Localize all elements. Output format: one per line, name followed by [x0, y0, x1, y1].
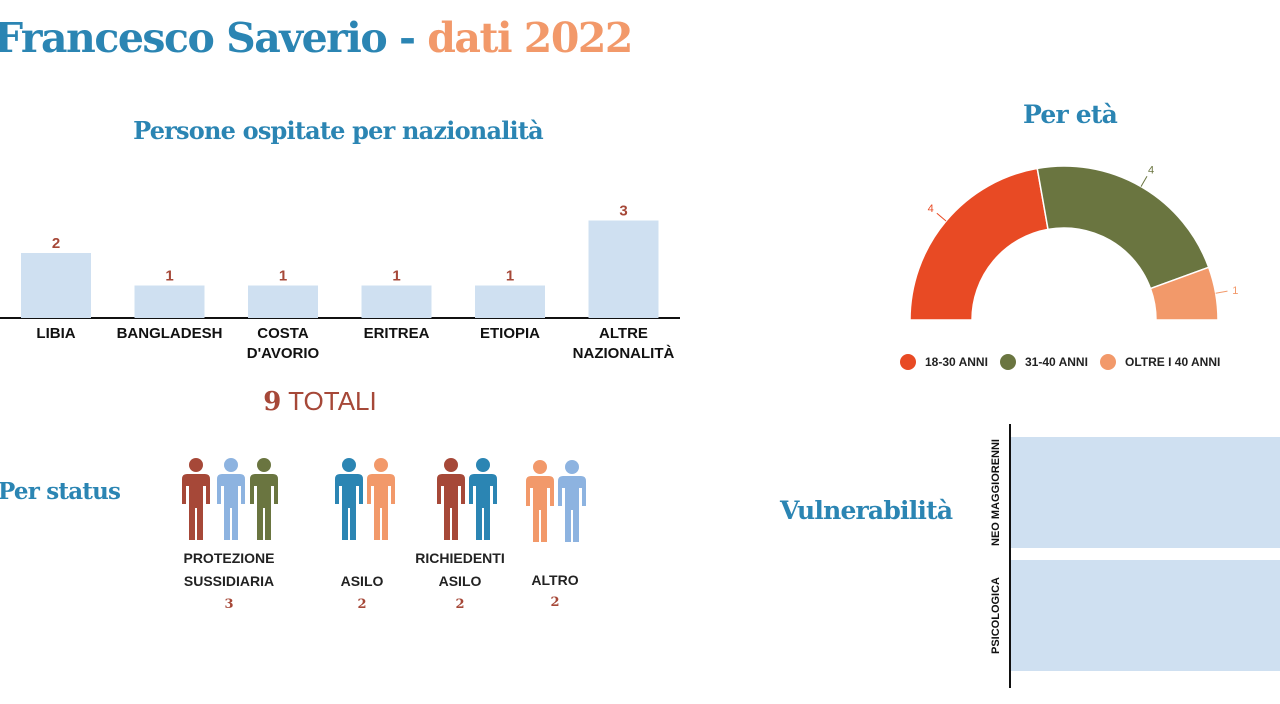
status-people-group [526, 460, 586, 542]
age-chart-title: Per età [1023, 100, 1118, 129]
age-value-label: 1 [1232, 285, 1238, 297]
legend-item: 18-30 ANNI [900, 354, 988, 370]
person-icon [250, 458, 278, 540]
person-icon [526, 460, 554, 542]
bar [134, 285, 205, 318]
age-value-label: 4 [1148, 164, 1154, 176]
nationality-bar-chart: 2 LIBIA 1 BANGLADESH 1 COSTA D'AVORIO 1 ERITREA 1… [0, 203, 680, 362]
bar [1011, 560, 1280, 671]
nationality-chart-title: Persone ospitate per nazionalità [133, 116, 544, 145]
category-label: ETIOPIA [480, 325, 540, 342]
category-label: ALTRE [599, 325, 648, 342]
category-label: PSICOLOGICA [990, 577, 1002, 654]
status-people-group [335, 458, 395, 540]
bar [1011, 437, 1280, 548]
status-value-richiedenti: 2 [455, 597, 465, 612]
age-slice [1149, 266, 1219, 321]
legend-item: OLTRE I 40 ANNI [1100, 354, 1220, 370]
category-label: LIBIA [36, 325, 75, 342]
category-label: NAZIONALITÀ [573, 345, 675, 362]
bar-value-label: 1 [279, 268, 287, 285]
person-icon [558, 460, 586, 542]
bar-value-label: 3 [619, 203, 627, 220]
person-icon [469, 458, 497, 540]
age-value-label: 4 [928, 203, 934, 215]
age-slice [909, 167, 1049, 321]
bar [588, 220, 659, 318]
status-people-group [182, 458, 278, 540]
totals-number: 9 [263, 387, 282, 417]
vulnerability-bar-chart: NEO MAGGIORENNI PSICOLOGICA [990, 424, 1280, 688]
bar-value-label: 2 [52, 235, 60, 252]
person-icon [182, 458, 210, 540]
status-label-richiedenti: RICHIEDENTI ASILO [415, 550, 505, 589]
bar [361, 285, 432, 318]
category-label: NEO MAGGIORENNI [990, 439, 1002, 546]
bar-value-label: 1 [506, 268, 514, 285]
status-people-group [437, 458, 497, 540]
category-label: D'AVORIO [247, 345, 320, 362]
status-label-altro: ALTRO [531, 572, 579, 588]
bar [248, 285, 318, 318]
category-label: ERITREA [364, 325, 430, 342]
status-label-protezione: PROTEZIONE SUSSIDIARIA [183, 550, 275, 589]
totals-label: TOTALI [288, 386, 377, 416]
totals: 9 TOTALI [0, 386, 640, 417]
status-title: Per status [0, 478, 121, 505]
status-value-altro: 2 [550, 595, 560, 610]
page-title-year: dati 2022 [427, 14, 633, 62]
leader-line [1215, 290, 1228, 294]
leader-line [936, 212, 947, 222]
person-icon [335, 458, 363, 540]
person-icon [367, 458, 395, 540]
bar-value-label: 1 [165, 268, 173, 285]
category-label: COSTA [257, 325, 309, 342]
page-title-name: Francesco Saverio - [0, 14, 428, 62]
status-value-asilo: 2 [357, 597, 367, 612]
legend-dot [1000, 354, 1016, 370]
bar [475, 285, 545, 318]
bar [21, 253, 91, 318]
person-icon [217, 458, 245, 540]
category-label: BANGLADESH [117, 325, 223, 342]
status-label-asilo: ASILO [340, 573, 384, 589]
status-value-protezione: 3 [224, 597, 234, 612]
legend-item: 31-40 ANNI [1000, 354, 1088, 370]
person-icon [437, 458, 465, 540]
vulnerability-title: Vulnerabilità [780, 496, 953, 525]
legend-dot [900, 354, 916, 370]
leader-line [1140, 175, 1148, 187]
bar-value-label: 1 [392, 268, 400, 285]
age-slice [1036, 165, 1210, 290]
page-title: Francesco Saverio - dati 2022 [0, 14, 633, 62]
age-half-donut-chart: 4 4 1 [909, 164, 1238, 321]
legend-dot [1100, 354, 1116, 370]
